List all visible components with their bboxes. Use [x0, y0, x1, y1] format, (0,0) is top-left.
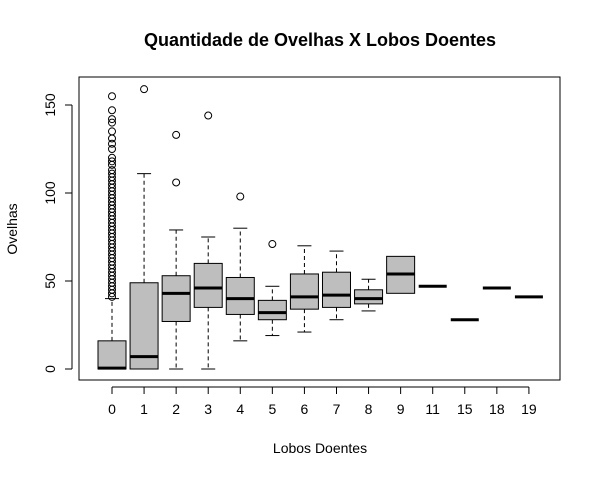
y-axis: 0 50 100 150: [42, 93, 73, 373]
y-tick-label: 0: [42, 365, 58, 373]
y-tick-label: 150: [42, 93, 58, 117]
x-tick-label: 19: [521, 401, 537, 417]
outlier-point: [268, 240, 277, 249]
outlier-point: [108, 289, 116, 298]
box-group: [289, 245, 319, 333]
box-iqr: [225, 276, 255, 315]
box-iqr: [129, 282, 159, 370]
outlier-point: [108, 106, 116, 115]
box-group: [161, 130, 191, 370]
box-iqr: [289, 273, 319, 310]
x-tick-label: 2: [172, 401, 180, 417]
y-axis-label: Ovelhas: [4, 203, 20, 254]
x-tick-label: 15: [457, 401, 473, 417]
box-group: [97, 92, 127, 370]
y-tick-label: 100: [42, 181, 58, 205]
outlier-point: [108, 157, 116, 166]
x-tick-label: 11: [425, 401, 440, 417]
outlier-point: [204, 111, 213, 120]
outlier-point: [108, 160, 116, 169]
box-group: [354, 278, 384, 312]
x-tick-label: 3: [204, 401, 212, 417]
plot-frame: [78, 76, 561, 381]
box-iqr: [161, 275, 191, 322]
outlier-point: [236, 192, 245, 201]
box-iqr: [193, 262, 223, 308]
x-tick-label: 4: [236, 401, 244, 417]
x-tick-label: 1: [140, 401, 148, 417]
box-group: [225, 192, 255, 342]
box-group: [386, 255, 416, 294]
box-group: [257, 240, 287, 337]
outlier-point: [108, 134, 116, 143]
x-tick-label: 6: [301, 401, 309, 417]
outlier-point: [108, 115, 116, 124]
outlier-point: [108, 139, 116, 148]
outlier-point: [108, 145, 116, 153]
box-iqr: [257, 299, 287, 321]
y-tick-label: 50: [42, 273, 58, 289]
outlier-point: [108, 127, 116, 136]
box-group: [321, 250, 351, 321]
x-tick-label: 5: [268, 401, 276, 417]
x-tick-label: 9: [397, 401, 405, 417]
box-group: [129, 85, 159, 370]
chart-title: Quantidade de Ovelhas X Lobos Doentes: [144, 30, 496, 50]
box-iqr: [97, 340, 127, 370]
outlier-point: [172, 130, 181, 139]
outlier-point: [172, 178, 181, 187]
x-tick-label: 8: [365, 401, 373, 417]
outlier-point: [108, 118, 116, 127]
x-tick-label: 7: [333, 401, 341, 417]
x-axis-label: Lobos Doentes: [273, 440, 367, 456]
boxplot-series: [97, 85, 543, 370]
x-tick-label: 18: [489, 401, 505, 417]
outlier-point: [108, 292, 116, 301]
x-tick-label: 0: [108, 401, 116, 417]
x-axis: 0 1 2 3 4 5 6 7 8 9 11 15 18 19: [108, 386, 537, 417]
box-iqr: [354, 289, 384, 305]
box-group: [193, 111, 223, 370]
outlier-point: [108, 92, 116, 101]
outlier-point: [140, 85, 149, 94]
box-iqr: [321, 271, 351, 308]
